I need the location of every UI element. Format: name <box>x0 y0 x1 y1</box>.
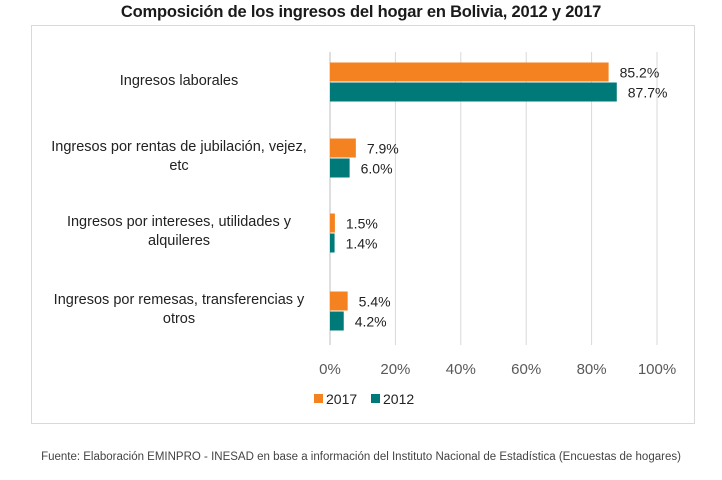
x-tick-label: 80% <box>577 361 607 378</box>
category-label-line: otros <box>162 311 196 327</box>
data-label-2017-1: 85.2% <box>620 65 660 81</box>
x-tick-label: 40% <box>446 361 476 378</box>
bar-2017-1 <box>330 62 609 82</box>
category-label-line: Ingresos por remesas, transferencias y <box>53 292 305 308</box>
x-tick-label: 60% <box>511 361 541 378</box>
legend-label-2012: 2012 <box>383 391 414 407</box>
category-label-line: Ingresos por intereses, utilidades y <box>66 214 292 230</box>
x-tick-label: 0% <box>319 361 341 378</box>
x-tick-label: 20% <box>380 361 410 378</box>
category-label: Ingresos laborales <box>38 72 320 91</box>
bar-2012-4 <box>330 311 344 331</box>
category-label-line: alquileres <box>147 233 211 249</box>
data-label-2017-2: 7.9% <box>367 141 399 157</box>
source-note: Fuente: Elaboración EMINPRO - INESAD en … <box>41 451 681 463</box>
category-label-line: Ingresos laborales <box>119 72 239 89</box>
data-label-2017-4: 5.4% <box>359 294 391 310</box>
bar-2017-3 <box>330 213 335 233</box>
x-tick-label: 100% <box>638 361 676 378</box>
bar-2017-2 <box>330 138 356 158</box>
data-label-2012-2: 6.0% <box>361 161 393 177</box>
category-label: Ingresos por intereses, utilidades y alqu… <box>38 213 320 251</box>
legend-swatch-2017 <box>314 394 323 403</box>
bar-2012-1 <box>330 82 617 102</box>
chart-title: Composición de los ingresos del hogar en… <box>120 3 602 21</box>
data-label-2012-3: 1.4% <box>346 236 378 252</box>
category-label-line: etc <box>169 158 189 174</box>
category-label: Ingresos por rentas de jubilación, vejez… <box>38 138 320 176</box>
bar-2012-3 <box>330 233 335 253</box>
category-label: Ingresos por remesas, transferencias y ot… <box>38 291 320 329</box>
category-label-line: Ingresos por rentas de jubilación, vejez… <box>51 139 307 155</box>
bar-2017-4 <box>330 291 348 311</box>
legend-swatch-2012 <box>371 394 380 403</box>
data-label-2012-1: 87.7% <box>628 85 668 101</box>
bar-2012-2 <box>330 158 350 178</box>
legend-label-2017: 2017 <box>326 391 357 407</box>
data-label-2012-4: 4.2% <box>355 314 387 330</box>
data-label-2017-3: 1.5% <box>346 216 378 232</box>
